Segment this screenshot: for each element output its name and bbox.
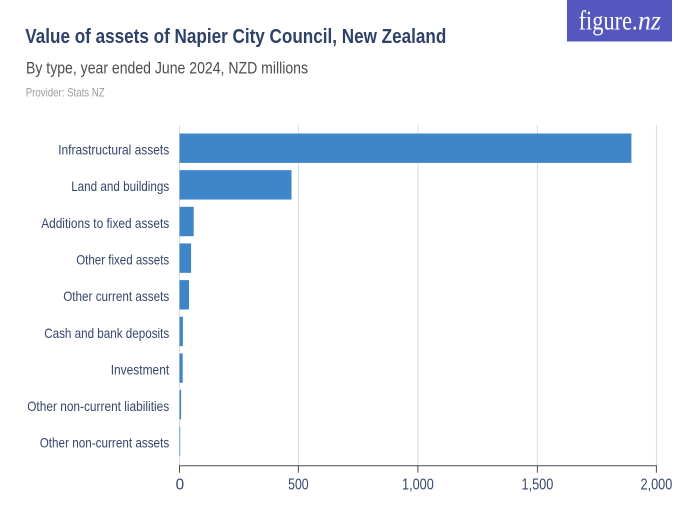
svg-text:Other fixed assets: Other fixed assets: [76, 251, 169, 267]
svg-text:Investment: Investment: [111, 361, 170, 377]
svg-text:1,500: 1,500: [522, 476, 554, 493]
svg-text:Infrastructural assets: Infrastructural assets: [58, 142, 169, 158]
svg-text:Value of assets of Napier City: Value of assets of Napier City Council, …: [25, 26, 446, 48]
svg-text:Land and buildings: Land and buildings: [71, 178, 169, 194]
svg-text:1,000: 1,000: [402, 476, 434, 493]
svg-text:Provider: Stats NZ: Provider: Stats NZ: [26, 86, 105, 100]
svg-text:Additions to fixed assets: Additions to fixed assets: [41, 215, 169, 231]
svg-text:Other current assets: Other current assets: [63, 288, 169, 304]
svg-text:Other non-current assets: Other non-current assets: [40, 435, 170, 451]
svg-text:500: 500: [288, 476, 309, 493]
svg-text:Other non-current liabilities: Other non-current liabilities: [27, 398, 169, 414]
svg-text:nz: nz: [638, 5, 661, 35]
svg-text:figure.: figure.: [579, 5, 638, 35]
svg-text:2,000: 2,000: [641, 476, 673, 493]
svg-text:By type, year ended June 2024,: By type, year ended June 2024, NZD milli…: [26, 58, 308, 77]
svg-text:Cash and bank deposits: Cash and bank deposits: [44, 325, 169, 341]
svg-text:0: 0: [176, 476, 185, 493]
